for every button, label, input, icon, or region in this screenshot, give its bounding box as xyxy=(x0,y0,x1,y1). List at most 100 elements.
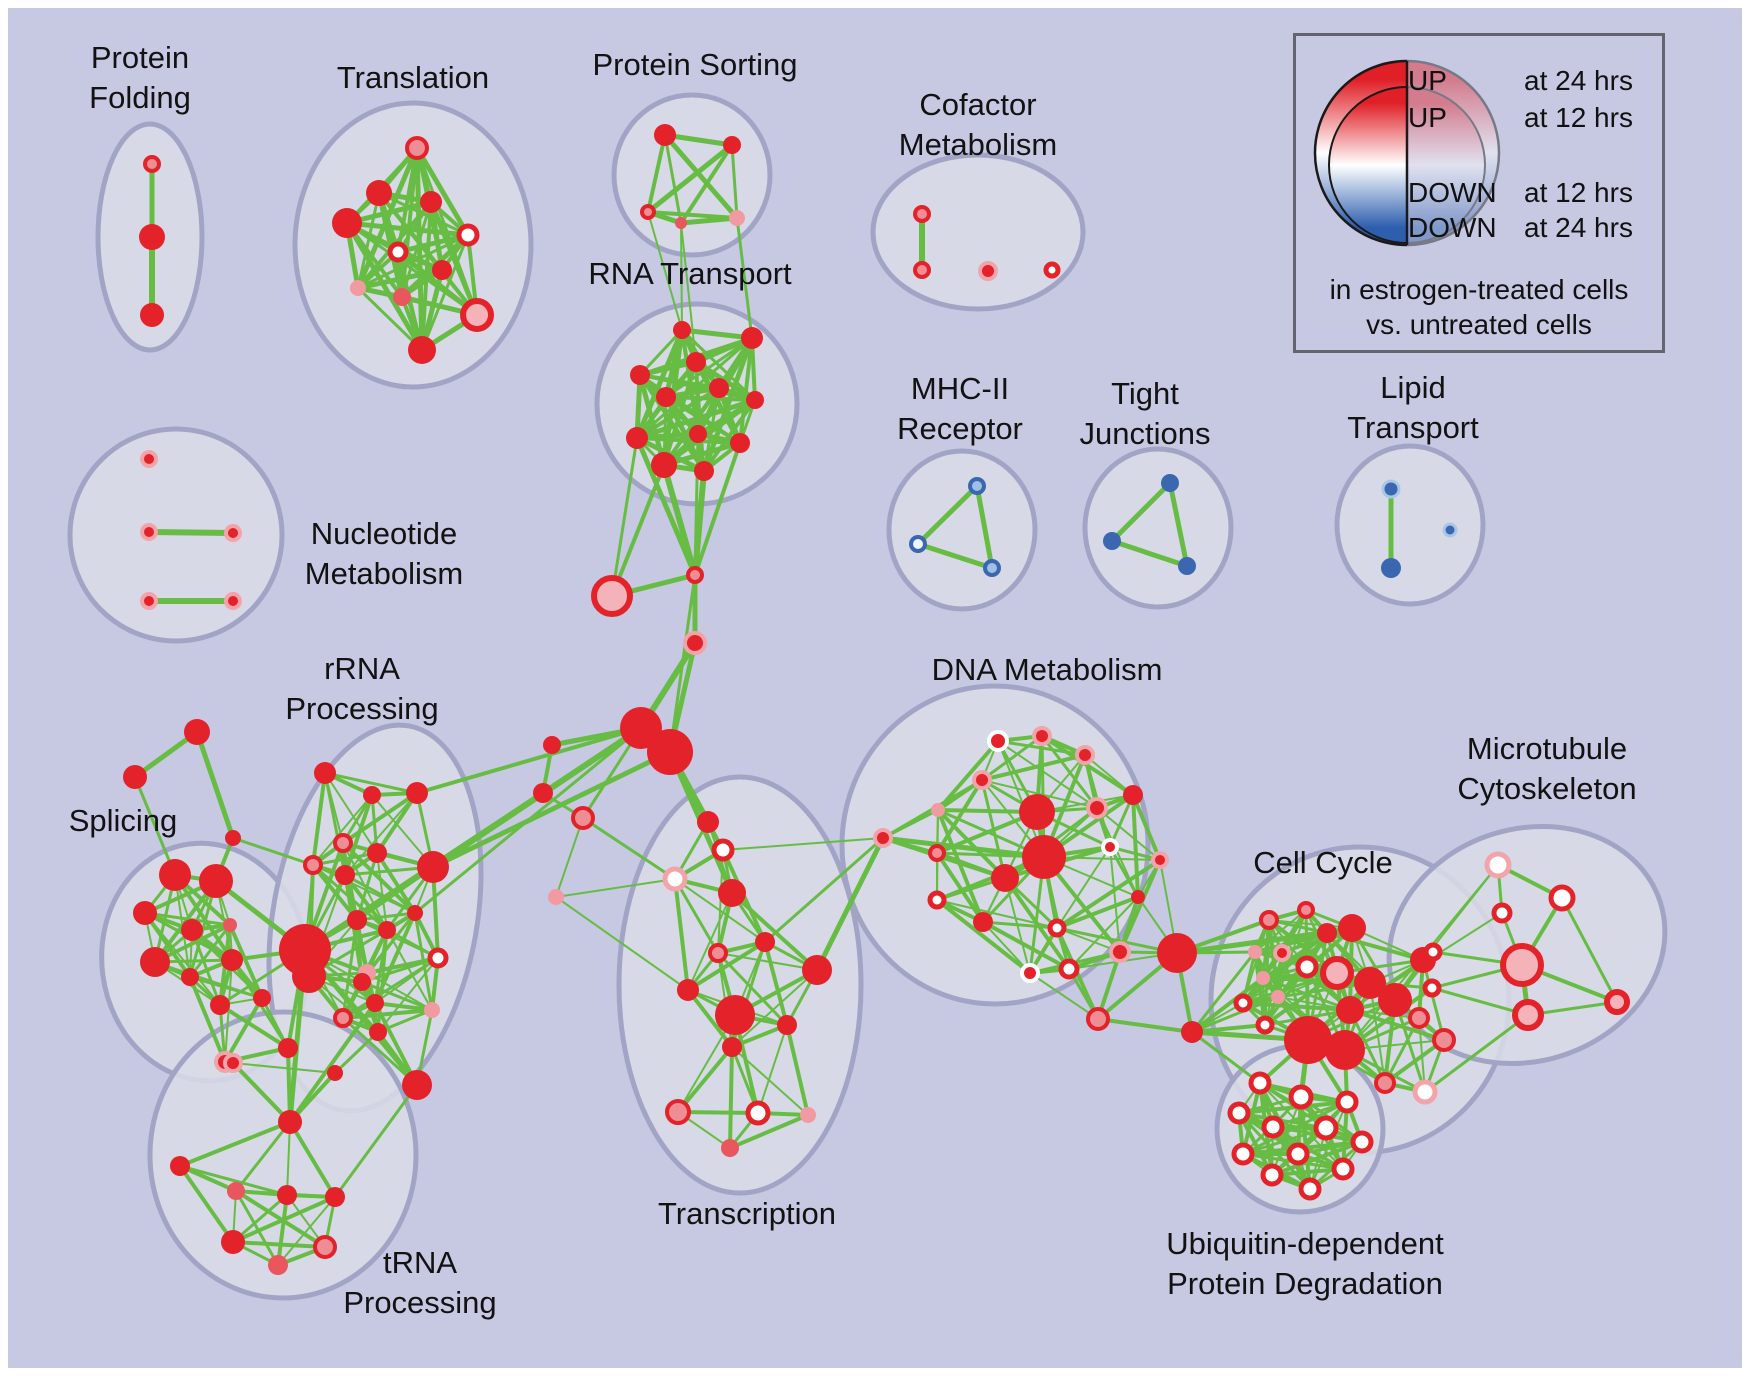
node-da2 xyxy=(1032,726,1052,746)
node-cc4 xyxy=(1338,914,1366,942)
network-edge xyxy=(373,911,417,1005)
node-mt3 xyxy=(1491,902,1513,924)
node-x2 xyxy=(123,765,147,789)
node-rr16 xyxy=(424,1002,440,1018)
node-da16 xyxy=(1020,963,1040,983)
network-edge xyxy=(355,267,445,291)
node-rr14 xyxy=(353,973,371,991)
network-edge xyxy=(814,835,886,973)
node-r2 xyxy=(741,327,763,349)
node-f3 xyxy=(571,806,595,830)
legend-box: UP at 24 hrs UP at 12 hrs DOWN at 12 hrs… xyxy=(1293,33,1665,353)
node-cc17 xyxy=(1181,1021,1203,1043)
network-edge xyxy=(738,336,754,445)
node-tx9 xyxy=(777,1015,797,1035)
cluster-label-tight-junctions: Tight xyxy=(1111,376,1179,411)
network-edge xyxy=(344,220,425,353)
node-da11 xyxy=(1151,851,1169,869)
network-edge xyxy=(722,837,884,851)
network-edge xyxy=(785,1023,810,1117)
node-f1 xyxy=(543,736,561,754)
network-edge xyxy=(373,1001,419,1087)
node-rr7 xyxy=(367,843,387,863)
network-edge xyxy=(686,940,767,992)
network-edge xyxy=(1423,1013,1530,1094)
network-edge xyxy=(395,232,471,255)
network-edge xyxy=(662,132,740,221)
cluster-label-cofactor-metabolism: Metabolism xyxy=(899,127,1058,162)
network-edge xyxy=(231,1195,337,1244)
network-edge xyxy=(936,899,1058,929)
network-edge xyxy=(1084,754,1134,796)
node-tx14 xyxy=(721,1139,739,1157)
node-r10 xyxy=(730,433,750,453)
network-edge xyxy=(323,771,347,877)
node-cc6 xyxy=(1273,944,1291,962)
network-edge xyxy=(555,878,676,898)
node-tx5 xyxy=(708,943,728,963)
node-da17 xyxy=(1058,958,1080,980)
network-edge xyxy=(693,441,742,577)
network-edge xyxy=(581,816,677,881)
node-rrHub2 xyxy=(292,959,326,993)
network-edge xyxy=(728,1045,734,1150)
node-ub3 xyxy=(1335,1090,1359,1114)
legend-time: at 12 hrs xyxy=(1524,177,1633,208)
node-c2 xyxy=(913,261,931,279)
network-edge xyxy=(662,132,735,148)
network-edge xyxy=(915,483,980,547)
network-edge xyxy=(323,771,419,795)
network-edge xyxy=(731,969,818,1048)
network-edge xyxy=(935,778,984,855)
node-c4 xyxy=(1043,261,1061,279)
node-t1 xyxy=(405,136,429,160)
node-ub9 xyxy=(1286,1142,1310,1166)
network-edge xyxy=(231,1240,327,1249)
node-tr2 xyxy=(278,1110,302,1134)
node-l2 xyxy=(1381,558,1401,578)
node-r11 xyxy=(651,452,677,478)
network-edge xyxy=(974,483,995,571)
node-pf2 xyxy=(139,224,165,250)
network-edge xyxy=(676,1045,734,1114)
network-edge xyxy=(1096,807,1161,861)
node-rr19 xyxy=(402,1070,432,1100)
node-rr12 xyxy=(427,947,449,969)
network-edge xyxy=(1109,846,1121,953)
node-tj1 xyxy=(1161,474,1179,492)
node-da12 xyxy=(927,890,947,910)
network-edge xyxy=(413,726,643,915)
network-edge xyxy=(980,753,1087,782)
network-edge xyxy=(610,436,639,598)
legend-keyword: DOWN xyxy=(1408,212,1497,243)
network-edge xyxy=(173,873,234,962)
node-g1 xyxy=(591,575,633,617)
node-cc21 xyxy=(1412,1079,1438,1105)
node-da8 xyxy=(928,844,946,862)
network-edge xyxy=(735,216,754,340)
node-s10 xyxy=(278,1038,298,1058)
network-edge xyxy=(366,972,433,1011)
cluster-label-nucleotide-metabolism: Metabolism xyxy=(305,556,464,591)
network-edge xyxy=(645,142,735,215)
node-ub8 xyxy=(1231,1142,1255,1166)
network-edge xyxy=(356,286,424,352)
network-edge xyxy=(661,440,743,468)
node-l1 xyxy=(1381,479,1401,499)
node-da10 xyxy=(991,864,1019,892)
node-f2 xyxy=(533,783,553,803)
network-edge xyxy=(234,1120,292,1193)
node-cc2 xyxy=(1297,901,1315,919)
node-r9 xyxy=(689,425,707,443)
cluster-ellipse-cofactor-metabolism xyxy=(870,152,1086,312)
node-s1 xyxy=(159,859,191,891)
network-edge xyxy=(234,1189,280,1267)
network-edge xyxy=(662,386,721,467)
network-edge xyxy=(717,952,818,971)
node-mt1 xyxy=(1484,851,1512,879)
node-n5 xyxy=(224,592,242,610)
network-edge xyxy=(386,929,433,1011)
node-t2 xyxy=(366,180,392,206)
cluster-label-mhc-ii-receptor: MHC-II xyxy=(911,371,1009,406)
network-edge xyxy=(311,771,327,867)
